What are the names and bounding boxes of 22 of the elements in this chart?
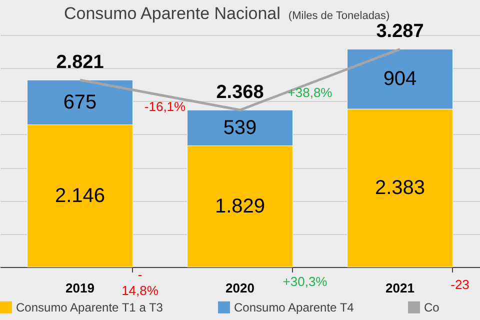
annotation: +38,8% bbox=[288, 85, 333, 100]
annotation: -16,1% bbox=[144, 99, 186, 114]
text: -23 bbox=[450, 277, 470, 292]
legend-label: Co bbox=[424, 300, 440, 314]
annotation: - 14,8% bbox=[122, 267, 159, 298]
total-label: 2.368 bbox=[216, 82, 264, 104]
x-tick-label: 2019 bbox=[66, 280, 94, 296]
x-tick-label: 2020 bbox=[226, 280, 254, 296]
data-label: 2.383 bbox=[374, 177, 426, 200]
total-label: 2.821 bbox=[56, 52, 104, 74]
text: (Miles de Toneladas) bbox=[288, 10, 390, 22]
data-label: 539 bbox=[223, 116, 257, 139]
text: Consumo Aparente Nacional bbox=[64, 4, 280, 23]
text: +30,3% bbox=[282, 274, 328, 289]
data-label: 904 bbox=[383, 68, 417, 90]
x-tick-label: 2021 bbox=[386, 280, 414, 296]
total-label: 3.287 bbox=[376, 21, 424, 42]
legend-label: Consumo Aparente T4 bbox=[234, 300, 354, 314]
data-label: 675 bbox=[63, 91, 97, 114]
data-label: 1.829 bbox=[214, 195, 266, 218]
legend-label: Consumo Aparente T1 a T3 bbox=[16, 300, 164, 314]
data-label: 2.146 bbox=[54, 184, 106, 207]
